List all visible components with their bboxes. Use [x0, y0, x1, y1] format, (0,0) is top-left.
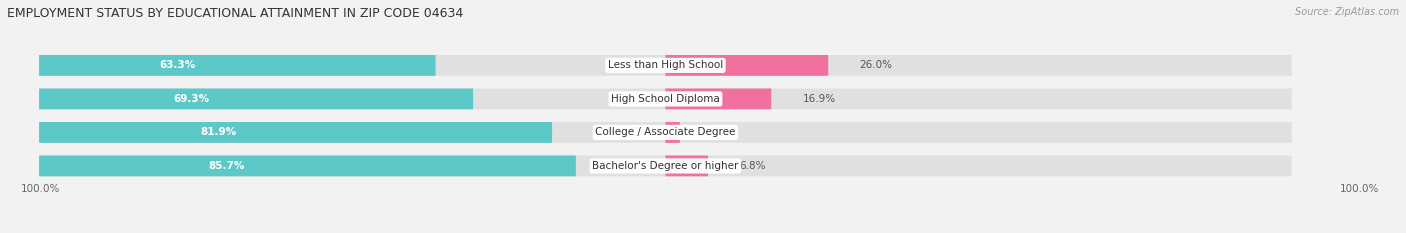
- Text: 16.9%: 16.9%: [803, 94, 835, 104]
- FancyBboxPatch shape: [39, 55, 1292, 76]
- Text: High School Diploma: High School Diploma: [612, 94, 720, 104]
- Text: 100.0%: 100.0%: [1340, 184, 1379, 194]
- Text: College / Associate Degree: College / Associate Degree: [595, 127, 735, 137]
- FancyBboxPatch shape: [665, 156, 709, 176]
- Text: 100.0%: 100.0%: [20, 184, 59, 194]
- FancyBboxPatch shape: [665, 55, 828, 76]
- FancyBboxPatch shape: [665, 122, 681, 143]
- Text: 81.9%: 81.9%: [201, 127, 236, 137]
- FancyBboxPatch shape: [39, 156, 1292, 176]
- Text: 26.0%: 26.0%: [859, 60, 893, 70]
- Text: EMPLOYMENT STATUS BY EDUCATIONAL ATTAINMENT IN ZIP CODE 04634: EMPLOYMENT STATUS BY EDUCATIONAL ATTAINM…: [7, 7, 464, 20]
- Text: Less than High School: Less than High School: [607, 60, 723, 70]
- FancyBboxPatch shape: [665, 89, 772, 109]
- Text: 63.3%: 63.3%: [160, 60, 195, 70]
- Text: 69.3%: 69.3%: [173, 94, 209, 104]
- Text: 6.8%: 6.8%: [740, 161, 766, 171]
- FancyBboxPatch shape: [39, 122, 1292, 143]
- FancyBboxPatch shape: [39, 156, 576, 176]
- Text: Source: ZipAtlas.com: Source: ZipAtlas.com: [1295, 7, 1399, 17]
- FancyBboxPatch shape: [39, 122, 553, 143]
- FancyBboxPatch shape: [39, 89, 1292, 109]
- Text: 85.7%: 85.7%: [208, 161, 245, 171]
- Text: 2.3%: 2.3%: [711, 127, 738, 137]
- FancyBboxPatch shape: [39, 89, 474, 109]
- Text: Bachelor's Degree or higher: Bachelor's Degree or higher: [592, 161, 738, 171]
- FancyBboxPatch shape: [39, 55, 436, 76]
